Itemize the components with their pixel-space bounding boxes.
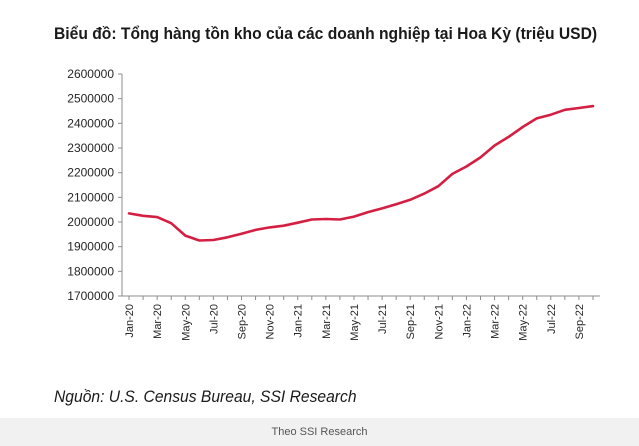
x-tick-label: May-21 <box>349 304 361 341</box>
y-tick-label: 1800000 <box>67 264 114 278</box>
x-tick-label: Jan-21 <box>293 304 305 338</box>
y-tick-label: 1900000 <box>67 240 114 254</box>
x-tick-label: Nov-20 <box>265 304 277 339</box>
y-tick-label: 2100000 <box>67 190 114 204</box>
x-tick-label: Jan-22 <box>461 304 473 338</box>
x-tick-label: Jul-22 <box>546 304 558 334</box>
line-chart: 1700000 1800000 1900000 2000000 2100000 22000… <box>67 67 600 341</box>
x-tick-label: Jul-20 <box>208 304 220 334</box>
source-note: Nguồn: U.S. Census Bureau, SSI Research <box>54 387 357 406</box>
x-tick-label: Mar-21 <box>321 304 333 339</box>
y-tick-label: 2600000 <box>67 67 114 81</box>
x-tick-label: Nov-21 <box>433 304 445 339</box>
x-tick-label: Jan-20 <box>124 304 136 338</box>
image-caption: Theo SSI Research <box>0 418 639 446</box>
x-tick-label: Jul-21 <box>377 304 389 334</box>
x-tick-label: Sep-21 <box>405 304 417 339</box>
series-group <box>127 104 595 242</box>
y-axis: 1700000 1800000 1900000 2000000 2100000 22000… <box>67 67 123 303</box>
y-tick-label: 2200000 <box>67 166 114 180</box>
x-tick-label: May-20 <box>180 304 192 341</box>
x-axis: Jan-20 Mar-20 May-20 Jul-20 Sep-20 Nov-20 Jan-… <box>122 295 600 341</box>
x-tick-label: Sep-22 <box>574 304 586 339</box>
x-tick-label: Mar-20 <box>152 304 164 339</box>
x-tick-label: May-22 <box>518 304 530 341</box>
x-tick-label: Mar-22 <box>490 304 502 339</box>
series-line <box>127 104 595 242</box>
y-tick-label: 1700000 <box>67 289 114 303</box>
y-tick-label: 2000000 <box>67 215 114 229</box>
chart-title: Biểu đồ: Tổng hàng tồn kho của các doanh… <box>54 24 598 43</box>
x-tick-label: Sep-20 <box>237 304 249 339</box>
y-tick-label: 2500000 <box>67 92 114 106</box>
y-tick-label: 2400000 <box>67 116 114 130</box>
y-tick-label: 2300000 <box>67 141 114 155</box>
